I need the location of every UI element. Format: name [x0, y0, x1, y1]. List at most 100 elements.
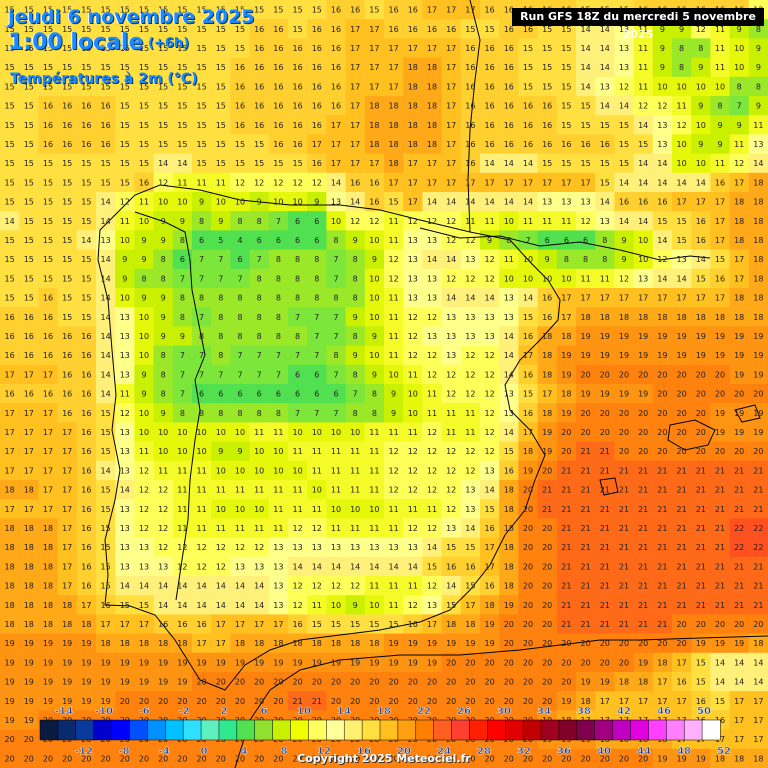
temperature-value: 16: [273, 44, 283, 53]
temperature-cell: [57, 518, 78, 539]
temperature-value: 20: [523, 620, 533, 629]
temperature-value: 20: [561, 639, 571, 648]
copyright-notice: Copyright 2025 Meteociel.fr: [297, 752, 471, 765]
temperature-value: 17: [62, 524, 72, 533]
temperature-value: 16: [81, 582, 91, 591]
temperature-value: 11: [350, 524, 360, 533]
temperature-cell: [672, 499, 692, 519]
temperature-value: 16: [81, 121, 91, 130]
temperature-cell: [460, 134, 481, 155]
temperature-cell: [460, 499, 481, 519]
temperature-value: 6: [295, 236, 300, 245]
temperature-value: 7: [333, 409, 338, 418]
temperature-cell: [268, 345, 289, 366]
temperature-value: 14: [504, 428, 514, 437]
temperature-value: 11: [369, 447, 379, 456]
temperature-value: 13: [101, 236, 111, 245]
temperature-cell: [288, 441, 308, 462]
temperature-cell: [345, 748, 366, 768]
temperature-cell: [307, 268, 327, 289]
temperature-value: 21: [561, 601, 571, 610]
temperature-value: 15: [600, 121, 610, 130]
temperature-value: 15: [139, 601, 149, 610]
temperature-cell: [672, 537, 692, 558]
temperature-cell: [211, 134, 231, 155]
temperature-value: 6: [295, 370, 300, 379]
temperature-value: 12: [696, 25, 706, 34]
temperature-value: 20: [120, 735, 130, 744]
temperature-value: 18: [43, 543, 53, 552]
temperature-value: 15: [158, 140, 168, 149]
temperature-cell: [76, 652, 97, 673]
temperature-value: 10: [139, 313, 149, 322]
temperature-value: 18: [677, 313, 687, 322]
temperature-cell: [192, 460, 212, 481]
temperature-cell: [518, 460, 539, 481]
temperature-cell: [480, 345, 500, 366]
temperature-cell: [403, 652, 423, 673]
temperature-cell: [499, 672, 519, 692]
temperature-value: 16: [312, 44, 322, 53]
temperature-value: 17: [696, 735, 706, 744]
temperature-cell: [364, 153, 385, 174]
temperature-cell: [729, 576, 750, 596]
temperature-cell: [384, 172, 404, 193]
temperature-cell: [19, 614, 39, 635]
temperature-value: 20: [408, 697, 418, 706]
temperature-value: 15: [120, 102, 130, 111]
temperature-value: 21: [715, 582, 725, 591]
temperature-cell: [710, 211, 731, 231]
temperature-value: 6: [180, 255, 185, 264]
temperature-cell: [57, 537, 78, 558]
temperature-cell: [556, 345, 577, 366]
temperature-cell: [307, 480, 327, 500]
temperature-cell: [672, 441, 692, 462]
temperature-cell: [38, 480, 59, 500]
temperature-value: 14: [101, 294, 111, 303]
temperature-cell: [576, 614, 596, 635]
temperature-cell: [499, 614, 519, 635]
temperature-cell: [364, 748, 385, 768]
temperature-cell: [499, 76, 519, 97]
temperature-value: 20: [5, 735, 15, 744]
temperature-cell: [480, 288, 500, 308]
temperature-cell: [364, 115, 385, 135]
temperature-value: 8: [257, 294, 262, 303]
temperature-cell: [556, 153, 577, 174]
temperature-cell: [38, 384, 59, 404]
temperature-value: 15: [523, 63, 533, 72]
temperature-value: 10: [350, 505, 360, 514]
temperature-cell: [480, 480, 500, 500]
temperature-value: 16: [465, 121, 475, 130]
temperature-value: 19: [81, 697, 91, 706]
temperature-cell: [288, 326, 308, 347]
temperature-value: 11: [197, 505, 207, 514]
temperature-cell: [268, 518, 289, 539]
temperature-value: 21: [293, 697, 303, 706]
temperature-value: 18: [561, 716, 571, 725]
temperature-value: 16: [273, 82, 283, 91]
temperature-cell: [710, 480, 731, 500]
temperature-value: 7: [353, 390, 358, 399]
temperature-cell: [710, 76, 731, 97]
temperature-cell: [614, 403, 635, 423]
temperature-value: 18: [408, 121, 418, 130]
temperature-cell: [96, 288, 116, 308]
temperature-cell: [326, 230, 347, 251]
temperature-cell: [0, 691, 20, 711]
temperature-value: 17: [657, 716, 667, 725]
temperature-value: 16: [312, 82, 322, 91]
temperature-value: 17: [677, 658, 687, 667]
temperature-cell: [499, 480, 519, 500]
temperature-cell: [691, 288, 711, 308]
temperature-cell: [76, 595, 97, 615]
temperature-cell: [345, 384, 366, 404]
temperature-value: 15: [101, 409, 111, 418]
temperature-value: 17: [350, 121, 360, 130]
temperature-cell: [729, 518, 750, 539]
temperature-cell: [307, 38, 327, 59]
temperature-value: 18: [43, 562, 53, 571]
temperature-cell: [729, 499, 750, 519]
temperature-value: 15: [120, 178, 130, 187]
temperature-value: 11: [177, 178, 187, 187]
